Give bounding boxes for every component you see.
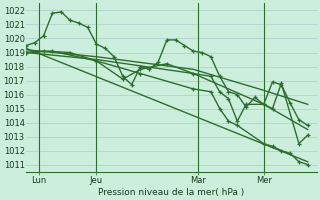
X-axis label: Pression niveau de la mer( hPa ): Pression niveau de la mer( hPa ) — [98, 188, 244, 197]
